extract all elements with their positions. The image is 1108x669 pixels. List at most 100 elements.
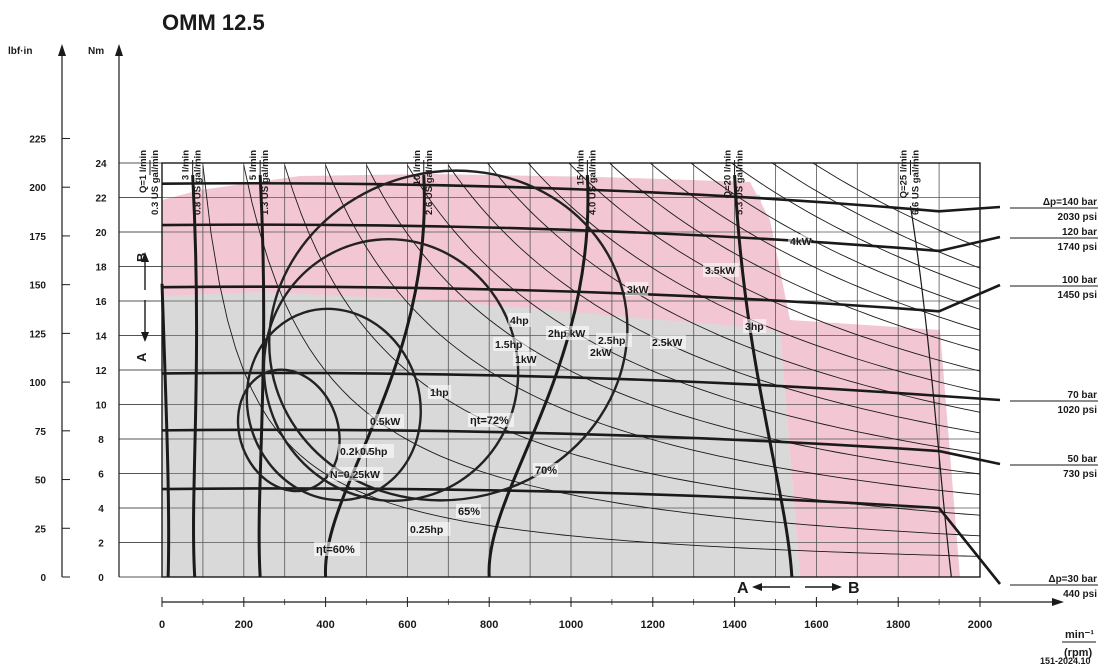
- power-label: 1.5hp: [495, 339, 522, 351]
- torque-axis: Nm: [88, 44, 123, 577]
- speed-tick-label: 600: [398, 619, 416, 631]
- pressure-label-bar: 50 bar: [1068, 454, 1098, 465]
- torque-tick-label: 18: [95, 263, 107, 274]
- operating-regions: [162, 174, 960, 577]
- flow-label-usgal: 2.6 US gal/min: [424, 150, 435, 215]
- power-hyperbola: [447, 164, 980, 434]
- efficiency-label-bg: [533, 463, 558, 477]
- flow-label-lmin: 3 l/min: [181, 150, 192, 180]
- power-label: 2kW: [590, 347, 612, 359]
- torque-tick-label: 20: [95, 228, 107, 239]
- efficiency-contour: [245, 307, 422, 502]
- power-hyperbola: [366, 164, 980, 475]
- power-label-bg: [596, 333, 632, 347]
- lbfin-tick-label: 0: [40, 573, 46, 584]
- pressure-labels: Δp=140 bar 2030 psi 120 bar 1740 psi 100 bar…: [1010, 197, 1098, 600]
- region-label-a-vertical: A: [134, 352, 149, 362]
- flow-curve: [733, 174, 794, 578]
- efficiency-label: ηt=60%: [316, 544, 355, 556]
- power-label-bg: [650, 335, 686, 349]
- torque-axis-unit: Nm: [88, 46, 104, 57]
- power-label: 4hp: [510, 315, 529, 327]
- speed-tick-label: 0: [159, 619, 165, 631]
- efficiency-contour: [262, 238, 520, 502]
- power-label-bg: [428, 385, 452, 399]
- power-hyperbola: [771, 163, 980, 269]
- flow-curve: [487, 174, 590, 578]
- lbfin-tick-label: 175: [29, 232, 46, 243]
- flow-label-lmin: Q=20 l/min: [723, 150, 734, 199]
- power-hyperbola: [243, 165, 980, 537]
- region-intermittent-pink: [162, 174, 960, 577]
- pressure-label-psi: 730 psi: [1063, 469, 1097, 480]
- power-label: 3kW: [627, 284, 649, 296]
- flow-label-lmin: 15 l/min: [575, 150, 586, 186]
- pressure-label-psi: 1020 psi: [1058, 405, 1098, 416]
- power-hyperbola: [407, 164, 980, 454]
- flow-label-lmin: 5 l/min: [248, 150, 259, 180]
- power-hyperbola: [812, 163, 980, 249]
- pressure-curve: [161, 371, 1001, 402]
- pressure-label-psi: 1450 psi: [1058, 290, 1098, 301]
- efficiency-label-bg: [468, 413, 514, 427]
- power-hyperbola: [325, 165, 980, 496]
- torque-tick-label: 10: [95, 401, 107, 412]
- power-hyperbola: [568, 163, 980, 372]
- efficiency-label-bg: [456, 504, 481, 518]
- power-label-bg: [703, 263, 739, 277]
- pressure-label-psi: 440 psi: [1063, 589, 1097, 600]
- power-label: 2.5hp: [598, 335, 625, 347]
- power-label-bg: [788, 234, 812, 248]
- power-label: 0.25hp: [410, 524, 443, 536]
- speed-axis-unit-bottom: (rpm): [1064, 647, 1092, 659]
- flow-label-lmin: Q=25 l/min: [898, 150, 909, 199]
- speed-tick-label: 2000: [968, 619, 992, 631]
- power-label-bg: [625, 282, 649, 296]
- lbfin-tick-label: 50: [35, 476, 47, 487]
- torque-tick-label: 6: [98, 470, 104, 481]
- region-label-b: B: [848, 580, 860, 597]
- efficiency-contour: [236, 368, 341, 493]
- flow-curves: [160, 174, 952, 578]
- efficiency-contours: [236, 169, 629, 502]
- power-label-bg: [588, 345, 612, 359]
- speed-axis-ticks: 0 200 400 600 800 1000 1200 1400 1600 1800 2000: [159, 597, 992, 631]
- speed-axis: min⁻¹ (rpm): [162, 598, 1096, 659]
- power-label: 2hp: [548, 328, 567, 340]
- power-label-bg: [358, 444, 394, 458]
- pressure-curve: [161, 181, 1001, 213]
- region-marker-bottom: A B: [737, 580, 860, 597]
- pressure-label-psi: 2030 psi: [1058, 212, 1098, 223]
- lbfin-tick-label: 200: [29, 183, 46, 194]
- region-marker-left: B A: [134, 252, 149, 362]
- region-label-b-vertical: B: [134, 253, 149, 262]
- lbfin-tick-label: 25: [35, 524, 47, 535]
- lbfin-tick-label: 225: [29, 134, 46, 145]
- power-label-bg: [508, 313, 532, 327]
- speed-tick-label: 1200: [641, 619, 665, 631]
- torque-tick-label: 22: [95, 194, 107, 205]
- pressure-curve: [161, 428, 1001, 466]
- flow-label-lmin: 10 l/min: [412, 150, 423, 186]
- speed-tick-label: 1000: [559, 619, 583, 631]
- pressure-label-bar: 120 bar: [1062, 227, 1097, 238]
- torque-tick-label: 16: [95, 297, 107, 308]
- efficiency-contour: [268, 169, 629, 502]
- flow-curve: [160, 283, 171, 578]
- speed-axis-unit-top: min⁻¹: [1065, 629, 1094, 641]
- efficiency-label: 65%: [458, 506, 480, 518]
- chart-title: OMM 12.5: [162, 10, 265, 35]
- speed-tick-label: 1600: [804, 619, 828, 631]
- lbfin-tick-label: 75: [35, 427, 47, 438]
- power-label: 3hp: [745, 321, 764, 333]
- lbfin-tick-label: 100: [29, 378, 46, 389]
- torque-tick-label: 4: [98, 504, 104, 515]
- pressure-label-bar: 100 bar: [1062, 275, 1097, 286]
- speed-tick-label: 800: [480, 619, 498, 631]
- power-label: 0.5kW: [370, 416, 400, 428]
- region-label-a: A: [737, 580, 749, 597]
- torque-tick-label: 0: [98, 573, 104, 584]
- power-hyperbola: [486, 163, 980, 413]
